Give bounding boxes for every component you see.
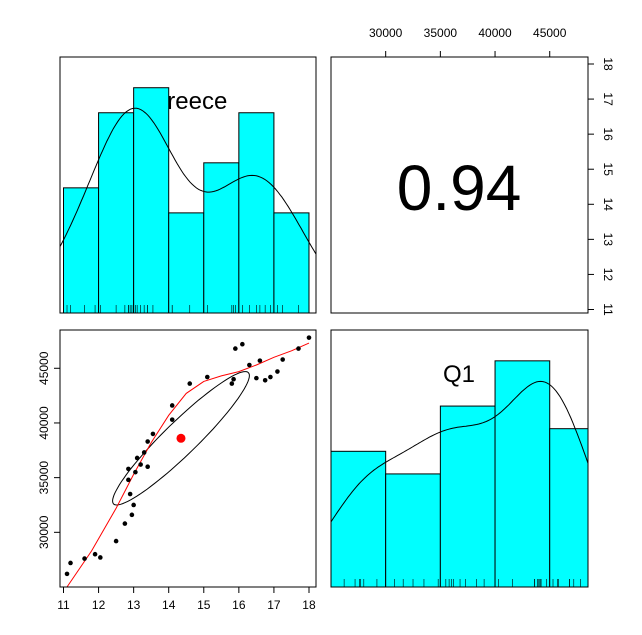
greece-histogram-density-curve bbox=[59, 107, 317, 255]
x-tick-label: 15 bbox=[197, 598, 211, 612]
scatter-point bbox=[126, 466, 131, 472]
scatter-point bbox=[68, 560, 73, 566]
x-tick-label: 14 bbox=[162, 598, 176, 612]
right-tick-label: 16 bbox=[601, 127, 615, 141]
scatter-point bbox=[240, 341, 245, 347]
scatter-point bbox=[262, 378, 268, 383]
x-tick-label: 18 bbox=[302, 598, 316, 612]
greece-histogram-bar bbox=[238, 112, 275, 314]
scatter-point bbox=[280, 357, 285, 362]
scatter-point bbox=[92, 551, 98, 557]
mean-point bbox=[176, 433, 186, 443]
correlation-ellipse bbox=[112, 371, 250, 506]
q1-histogram-bar bbox=[494, 360, 551, 588]
greece-histogram bbox=[59, 87, 317, 314]
scatter-point bbox=[138, 462, 143, 467]
right-tick-label: 15 bbox=[601, 163, 615, 177]
q1-histogram-bar bbox=[439, 405, 496, 588]
scatter-point bbox=[82, 556, 87, 561]
scatter-point bbox=[257, 358, 263, 363]
greece-histogram-bar bbox=[133, 87, 170, 314]
top-tick-label: 30000 bbox=[369, 26, 403, 40]
scatter-point bbox=[113, 538, 119, 544]
right-tick-label: 14 bbox=[601, 198, 615, 212]
scatter-point bbox=[247, 362, 252, 368]
top-tick-label: 35000 bbox=[424, 26, 458, 40]
scatter-point bbox=[141, 450, 147, 455]
scatter-point bbox=[64, 571, 70, 577]
y-tick-label: 45000 bbox=[37, 351, 51, 385]
greece-histogram-bar bbox=[63, 187, 100, 314]
x-tick-label: 11 bbox=[57, 598, 70, 612]
scatter-point bbox=[306, 335, 312, 340]
q1-histogram-density-curve bbox=[330, 380, 589, 523]
scatter-point bbox=[133, 469, 138, 475]
panel-scatter bbox=[59, 329, 317, 588]
axes-layer: 11 12 13 14 15 16 17 18 30000 35000 40000 45000 3000… bbox=[37, 26, 615, 612]
scatter-point bbox=[204, 374, 210, 380]
right-tick-label: 11 bbox=[601, 303, 615, 316]
scatter-point bbox=[126, 477, 131, 483]
q1-histogram-bar bbox=[385, 473, 441, 588]
scatter-point bbox=[275, 369, 280, 374]
greece-histogram-bar bbox=[273, 212, 310, 314]
y-tick-label: 40000 bbox=[37, 406, 51, 440]
greece-histogram-bar bbox=[168, 212, 205, 314]
q1-histogram-bar bbox=[549, 428, 589, 588]
greece-histogram-bar bbox=[98, 112, 135, 314]
scatter-point bbox=[131, 502, 136, 508]
panel-title-q1: Q1 bbox=[443, 361, 475, 388]
x-tick-label: 17 bbox=[267, 598, 281, 612]
scatter-point bbox=[254, 375, 259, 381]
q1-histogram-bar bbox=[330, 450, 387, 588]
scatter-point bbox=[145, 439, 150, 444]
scatter-point bbox=[231, 376, 236, 382]
scatter-layer bbox=[64, 335, 312, 588]
scatter-point bbox=[150, 431, 156, 437]
scatter-point bbox=[122, 521, 128, 526]
top-tick-label: 40000 bbox=[478, 26, 512, 40]
scatter-point bbox=[129, 512, 135, 518]
scatter-point bbox=[268, 374, 273, 380]
y-tick-label: 35000 bbox=[37, 461, 51, 495]
scatter-point bbox=[98, 555, 103, 560]
scatter-point bbox=[127, 491, 133, 497]
scatter-point bbox=[296, 346, 301, 351]
greece-histogram-bar bbox=[203, 162, 240, 314]
x-tick-label: 13 bbox=[127, 598, 141, 612]
x-tick-label: 16 bbox=[232, 598, 246, 612]
q1-histogram bbox=[330, 360, 589, 588]
scatter-point bbox=[169, 403, 175, 408]
x-tick-label: 12 bbox=[92, 598, 106, 612]
right-tick-label: 17 bbox=[601, 92, 615, 106]
scatter-point bbox=[229, 381, 235, 386]
scatter-point bbox=[169, 417, 175, 422]
right-tick-label: 12 bbox=[601, 268, 615, 282]
correlation-value: 0.94 bbox=[397, 152, 522, 224]
scatter-point bbox=[134, 455, 140, 461]
scatter-point bbox=[145, 464, 150, 470]
scatter-point bbox=[233, 346, 238, 351]
scatter-point bbox=[187, 381, 193, 386]
y-tick-label: 30000 bbox=[37, 515, 51, 549]
loess-line bbox=[66, 342, 310, 588]
right-tick-label: 18 bbox=[601, 57, 615, 71]
right-tick-label: 13 bbox=[601, 233, 615, 247]
top-tick-label: 45000 bbox=[533, 26, 567, 40]
